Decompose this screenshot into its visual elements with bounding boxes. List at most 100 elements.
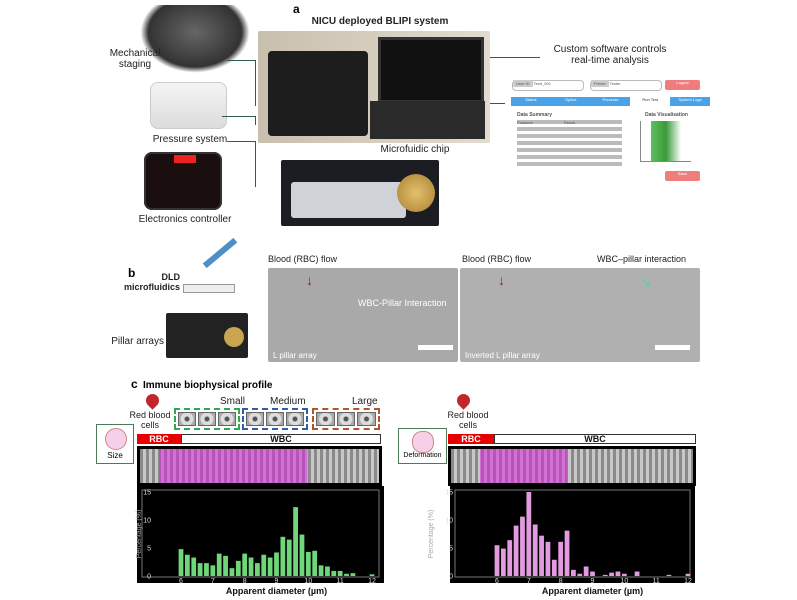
software-screenshot: User ID Tech_001 Preset Tester Logout St…	[505, 75, 710, 210]
histogram-bar	[571, 569, 576, 576]
inverted-l-pillar-micrograph: Inverted L pillar array ↓ ↘	[460, 268, 700, 362]
plot-background	[450, 486, 695, 583]
histogram-bar	[299, 534, 305, 576]
histogram-bar	[248, 557, 254, 576]
user-id-label: User ID	[513, 80, 533, 87]
x-axis-label: Apparent diameter (µm)	[542, 586, 643, 596]
microfluidic-chip-photo	[281, 160, 439, 226]
chip-closeup-photo	[166, 313, 248, 358]
preset-label: Preset	[591, 80, 609, 87]
plot-frame	[454, 489, 691, 578]
large-cells	[312, 408, 380, 430]
x-axis-label: Apparent diameter (µm)	[226, 586, 327, 596]
x-tick-label: 8	[559, 578, 563, 585]
summary-header: Result	[563, 120, 576, 125]
red-arrow-icon: ↓	[306, 272, 313, 288]
histogram-bar	[621, 573, 627, 576]
blipi-system-photo	[258, 31, 490, 143]
wbc-bar: WBC	[181, 434, 381, 444]
x-tick-label: 6	[495, 578, 499, 585]
connector-arrow	[227, 60, 256, 106]
histogram-bar	[526, 492, 532, 576]
histogram-bar	[583, 566, 589, 576]
deformation-box: Deformation	[398, 428, 447, 464]
medium-cells	[242, 408, 308, 430]
connector-arrow	[227, 141, 256, 187]
pressure-system-image	[150, 82, 227, 129]
panel-a-title: NICU deployed BLIPI system	[311, 16, 449, 27]
x-tick-label: 10	[304, 578, 312, 585]
chip-label: Microfuidic chip	[380, 144, 450, 155]
rbc-bar: RBC	[137, 434, 181, 444]
teal-arrow-icon: ↘	[640, 274, 652, 290]
deformation-label: Deformation	[403, 452, 442, 459]
histogram-bar	[305, 551, 311, 576]
histogram-bar	[615, 571, 621, 576]
large-label: Large	[352, 396, 378, 407]
histogram-bar	[261, 554, 267, 576]
histogram-bar	[344, 573, 349, 576]
histogram-bar	[350, 573, 356, 576]
mechanical-staging-label: Mechanical staging	[109, 48, 161, 70]
panel-a-label: a	[293, 2, 300, 16]
medium-label: Medium	[270, 396, 306, 407]
histogram-bar	[577, 573, 583, 576]
y-axis-label: Percentage (%)	[136, 510, 143, 559]
plot-frame	[141, 489, 380, 578]
size-label: Size	[107, 451, 123, 460]
interaction-label-2: WBC–pillar interaction	[597, 254, 687, 264]
histogram-bar	[685, 573, 691, 576]
histogram-bar	[513, 525, 519, 576]
y-axis-label: Percentage (%)	[428, 510, 435, 559]
y-tick-label: 10	[143, 518, 151, 525]
histogram-bar	[602, 574, 608, 576]
y-tick-label: 15	[445, 490, 453, 497]
flow-label-2: Blood (RBC) flow	[462, 254, 532, 264]
preset-field: Preset Tester	[590, 80, 662, 91]
x-tick-label: 11	[653, 578, 660, 585]
x-tick-label: 6	[179, 578, 183, 585]
y-tick-label: 0	[449, 574, 453, 581]
tab-system-logs: System Logs	[678, 97, 702, 102]
histogram-bar	[564, 530, 570, 576]
x-tick-label: 9	[275, 578, 279, 585]
histogram-bar	[286, 539, 292, 576]
histogram-bar	[210, 565, 216, 576]
tab-run-test: Run Test	[630, 97, 671, 106]
histogram-bar	[520, 516, 525, 576]
x-tick-label: 10	[620, 578, 628, 585]
tab-pressure: Pressure	[602, 97, 619, 102]
red-arrow-icon: ↓	[498, 272, 505, 288]
blood-drop-icon	[454, 391, 473, 410]
pressure-system-label: Pressure system	[152, 134, 228, 145]
scale-bar	[655, 345, 690, 350]
blood-drop-icon	[143, 391, 162, 410]
size-histogram: 6 7 8 9 10 11 12 0 5 10 15 Apparent diameter (µm) Pe…	[136, 486, 384, 596]
rbc-cells-label: Red blood cells	[129, 410, 171, 430]
small-cells	[174, 408, 240, 430]
y-tick-label: 5	[147, 546, 151, 553]
histogram-bar	[500, 548, 506, 576]
histogram-bar	[312, 550, 318, 576]
deformation-histogram: 6 7 8 9 10 11 12 0 5 10 15 Apparent diameter (µm) Pe…	[428, 486, 695, 596]
x-tick-label: 7	[527, 578, 531, 585]
histogram-bar	[369, 574, 375, 576]
histogram-bar	[280, 536, 286, 576]
histogram-bar	[532, 524, 538, 576]
panel-b-label: b	[128, 266, 136, 280]
histogram-bar	[274, 552, 279, 576]
back-button: Back	[665, 171, 700, 181]
tab-status: Status	[525, 97, 537, 102]
panel-c-label: c	[131, 377, 138, 391]
x-tick-label: 8	[243, 578, 247, 585]
size-box: Size	[96, 424, 134, 464]
histogram-bar	[551, 559, 557, 576]
histogram-bar	[216, 553, 222, 576]
tab-bar: Status Optics Pressure Run Test System L…	[511, 97, 710, 106]
chip-illustration	[183, 284, 235, 293]
software-label: Custom software controls real-time analy…	[553, 44, 667, 66]
wbc-bar-2: WBC	[494, 434, 696, 444]
histogram-bar	[191, 557, 197, 576]
array-label-1: L pillar array	[273, 351, 317, 360]
